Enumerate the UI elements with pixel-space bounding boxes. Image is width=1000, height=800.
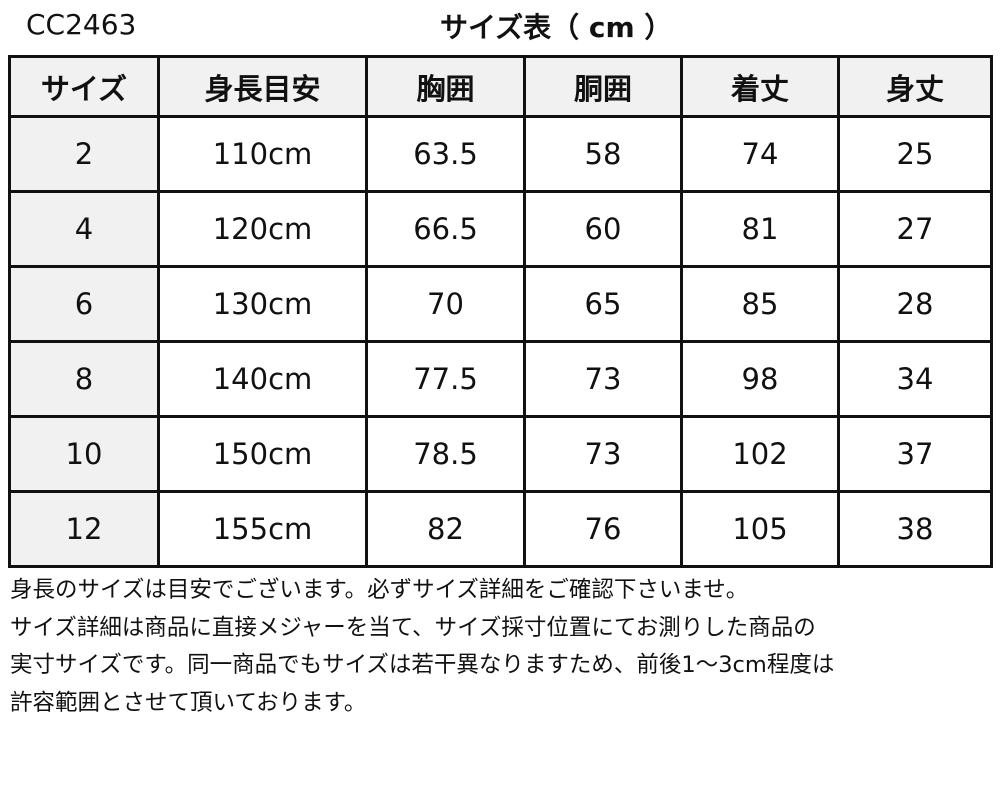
table-cell: 74: [680, 115, 840, 193]
table-cell: 82: [365, 490, 526, 568]
table-cell: 76: [523, 490, 683, 568]
table-cell: 140cm: [157, 340, 368, 418]
table-cell: 34: [837, 340, 993, 418]
table-cell: 110cm: [157, 115, 368, 193]
table-cell: 60: [523, 190, 683, 268]
table-cell: 6: [8, 265, 160, 343]
table-cell: 66.5: [365, 190, 526, 268]
table-cell: 78.5: [365, 415, 526, 493]
table-cell: 4: [8, 190, 160, 268]
note-line: 身長のサイズは目安でございます。必ずサイズ詳細をご確認下さいませ。: [10, 577, 749, 603]
column-header: 身丈: [837, 55, 993, 118]
table-cell: 28: [837, 265, 993, 343]
table-cell: 25: [837, 115, 993, 193]
notes: 身長のサイズは目安でございます。必ずサイズ詳細をご確認下さいませ。 サイズ詳細は…: [10, 572, 995, 722]
table-cell: 77.5: [365, 340, 526, 418]
table-row: 6 130cm 70 65 85 28: [8, 265, 993, 343]
note-line: 許容範囲とさせて頂いております。: [10, 689, 367, 716]
table-cell: 70: [365, 265, 526, 343]
table-cell: 120cm: [157, 190, 368, 268]
table-cell: 81: [680, 190, 840, 268]
note-line: 実寸サイズです。同一商品でもサイズは若干異なりますため、前後1～3cm程度は: [10, 652, 835, 678]
table-cell: 65: [523, 265, 683, 343]
table-cell: 2: [8, 115, 160, 193]
table-cell: 102: [680, 415, 840, 493]
table-row: 8 140cm 77.5 73 98 34: [8, 340, 993, 418]
note-line: サイズ詳細は商品に直接メジャーを当て、サイズ採寸位置にてお測りした商品の: [10, 614, 816, 641]
table-cell: 27: [837, 190, 993, 268]
table-cell: 58: [523, 115, 683, 193]
column-header: 胸囲: [365, 55, 526, 118]
table-cell: 8: [8, 340, 160, 418]
page-title: サイズ表（ cm ）: [440, 11, 673, 44]
table-cell: 155cm: [157, 490, 368, 568]
column-header: 身長目安: [157, 55, 368, 118]
size-table: サイズ 身長目安 胸囲 胴囲 着丈 身丈 2 110cm 63.5 58 74 25 4 120cm 66…: [8, 55, 993, 568]
table-row: 10 150cm 78.5 73 102 37: [8, 415, 993, 493]
table-header-row: サイズ 身長目安 胸囲 胴囲 着丈 身丈: [8, 55, 993, 118]
table-cell: 38: [837, 490, 993, 568]
table-cell: 130cm: [157, 265, 368, 343]
table-cell: 85: [680, 265, 840, 343]
table-cell: 98: [680, 340, 840, 418]
table-cell: 37: [837, 415, 993, 493]
table-cell: 105: [680, 490, 840, 568]
table-cell: 10: [8, 415, 160, 493]
table-row: 12 155cm 82 76 105 38: [8, 490, 993, 568]
table-cell: 73: [523, 340, 683, 418]
table-row: 2 110cm 63.5 58 74 25: [8, 115, 993, 193]
column-header: サイズ: [8, 55, 160, 118]
column-header: 着丈: [680, 55, 840, 118]
table-cell: 150cm: [157, 415, 368, 493]
table-cell: 12: [8, 490, 160, 568]
table-cell: 63.5: [365, 115, 526, 193]
column-header: 胴囲: [523, 55, 683, 118]
table-cell: 73: [523, 415, 683, 493]
table-row: 4 120cm 66.5 60 81 27: [8, 190, 993, 268]
product-code: CC2463: [26, 8, 137, 41]
